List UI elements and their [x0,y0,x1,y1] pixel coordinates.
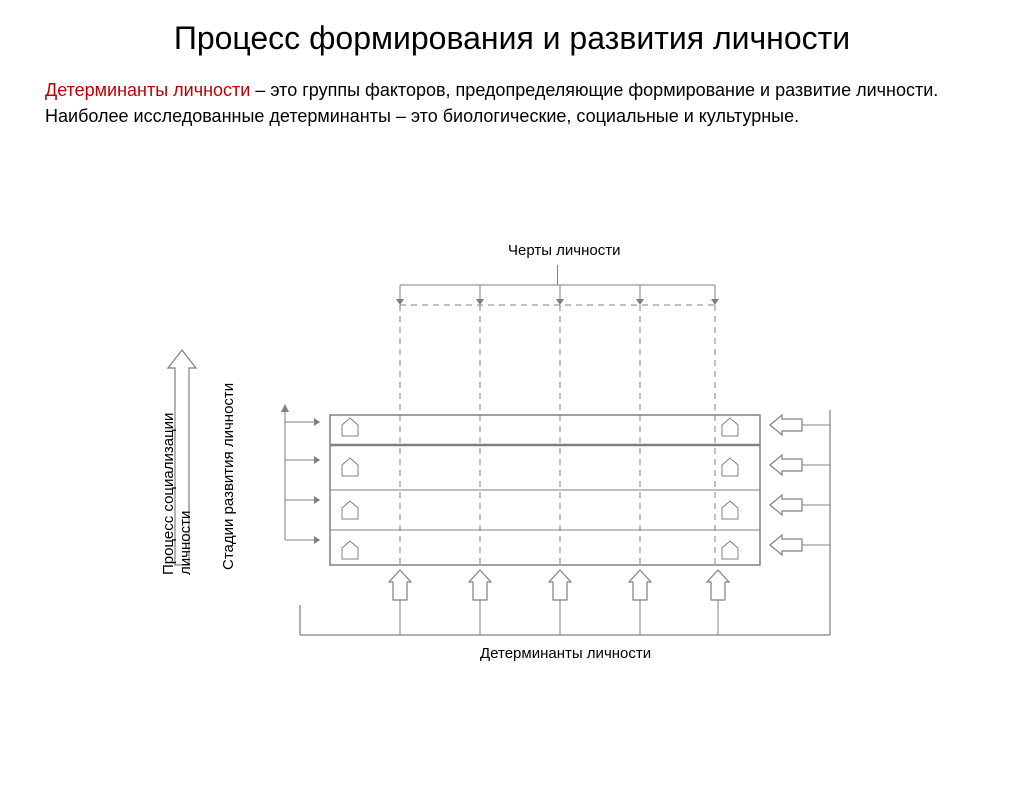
subtitle-term: Детерминанты личности [45,80,250,100]
diagram-area: Черты личности Процесс социализации личн… [160,240,900,740]
label-top: Черты личности [508,242,621,259]
label-left-2: Стадии развития личности [220,370,237,570]
subtitle: Детерминанты личности – это группы факто… [45,78,979,128]
page-title: Процесс формирования и развития личности [0,20,1024,57]
label-bottom: Детерминанты личности [480,645,651,662]
diagram-svg [160,240,900,740]
label-left-1: Процесс социализации личности [160,345,194,575]
